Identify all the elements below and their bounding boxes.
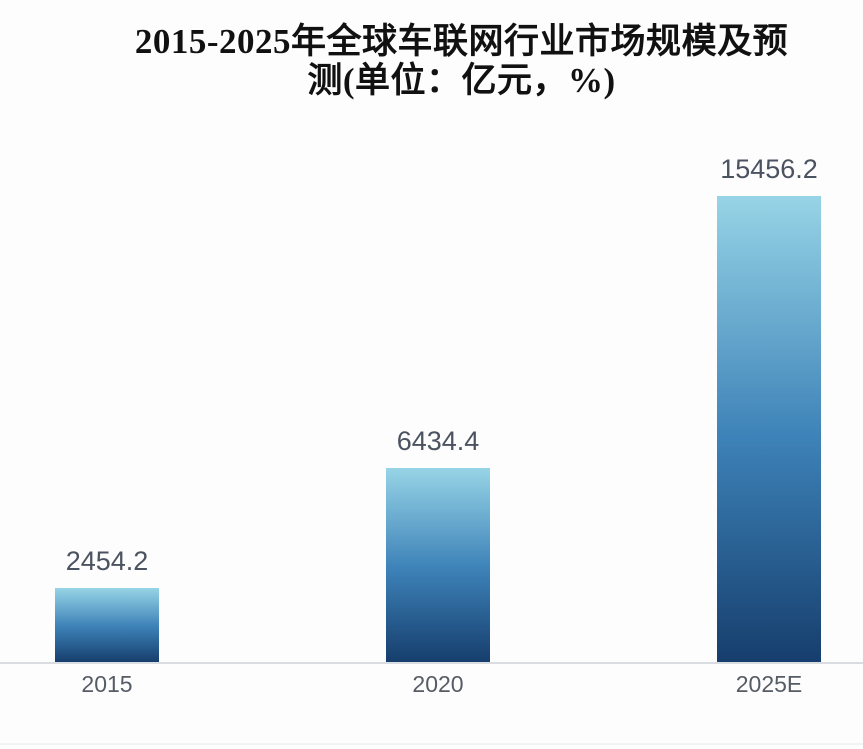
x-axis-label-2015: 2015	[81, 671, 133, 697]
x-axis-label-2020: 2020	[412, 671, 464, 697]
x-axis-label-2025E: 2025E	[735, 671, 803, 697]
bar-value-label-2025E: 15456.2	[720, 154, 818, 184]
bar-2025E	[717, 196, 821, 662]
bar-2020	[386, 468, 490, 662]
bar-group-2020: 6434.4	[386, 426, 490, 662]
bottom-divider-line	[0, 743, 863, 745]
chart-title: 2015-2025年全球车联网行业市场规模及预 测(单位：亿元，%)	[60, 22, 863, 100]
bar-value-label-2015: 2454.2	[65, 546, 149, 576]
bar-2015	[55, 588, 159, 662]
chart-title-line2: 测(单位：亿元，%)	[307, 61, 616, 100]
bar-group-2025E: 15456.2	[717, 154, 821, 662]
bar-value-label-2020: 6434.4	[396, 426, 480, 456]
x-axis-line	[0, 662, 863, 664]
chart-title-line1: 2015-2025年全球车联网行业市场规模及预	[134, 22, 789, 61]
bar-group-2015: 2454.2	[55, 546, 159, 662]
